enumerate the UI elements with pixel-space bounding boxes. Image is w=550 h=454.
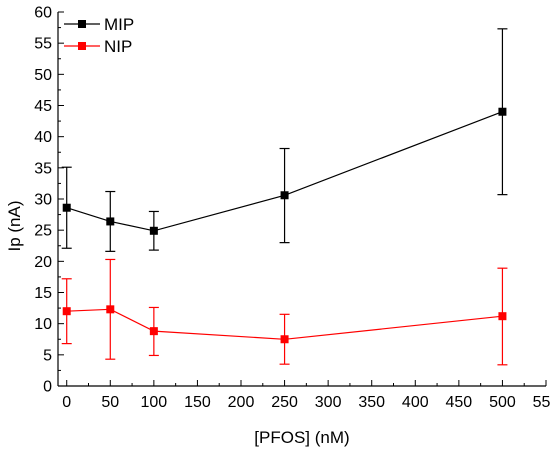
legend-label: MIP — [104, 15, 134, 34]
y-tick-label: 10 — [34, 316, 52, 333]
y-tick-label: 25 — [34, 223, 52, 240]
x-tick-label: 100 — [141, 394, 168, 411]
y-tick-label: 35 — [34, 160, 52, 177]
legend-marker — [78, 42, 86, 50]
legend-item-nip: NIP — [64, 37, 132, 56]
data-point — [498, 312, 507, 321]
data-point — [280, 191, 289, 200]
x-tick-label: 150 — [184, 394, 211, 411]
y-tick-label: 55 — [34, 36, 52, 53]
x-tick-label: 50 — [101, 394, 119, 411]
legend: MIP NIP — [64, 15, 134, 56]
x-tick-label: 300 — [315, 394, 342, 411]
y-tick-label: 0 — [43, 379, 52, 396]
x-tick-label: 450 — [446, 394, 473, 411]
x-tick-label: 400 — [402, 394, 429, 411]
series-nip — [61, 258, 508, 366]
x-axis: 0 50 100 150 200 250 300 350 400 450 500 550 — [62, 380, 550, 411]
x-axis-title: [PFOS] (nM) — [254, 428, 349, 447]
x-tick-label: 500 — [489, 394, 516, 411]
data-point — [149, 327, 158, 336]
x-tick-label: 250 — [271, 394, 298, 411]
x-tick-label: 0 — [62, 394, 71, 411]
legend-label: NIP — [104, 37, 132, 56]
series-layer — [61, 28, 508, 366]
data-point — [498, 107, 507, 116]
x-tick-label: 550 — [533, 394, 550, 411]
legend-item-mip: MIP — [64, 15, 134, 34]
series-mip — [61, 28, 508, 252]
plot-frame — [57, 12, 546, 387]
y-tick-label: 30 — [34, 192, 52, 209]
y-axis-title: Ip (nA) — [5, 200, 24, 251]
y-tick-label: 60 — [34, 5, 52, 22]
y-axis: 0 5 10 15 20 25 30 35 40 45 50 55 60 — [34, 5, 64, 396]
x-tick-label: 350 — [358, 394, 385, 411]
data-point — [106, 305, 115, 314]
y-tick-label: 50 — [34, 67, 52, 84]
data-point — [62, 203, 71, 212]
data-point — [106, 217, 115, 226]
y-tick-label: 45 — [34, 98, 52, 115]
y-tick-label: 5 — [43, 347, 52, 364]
data-point — [62, 307, 71, 316]
x-tick-label: 200 — [228, 394, 255, 411]
data-point — [280, 335, 289, 344]
y-tick-label: 40 — [34, 129, 52, 146]
legend-marker — [78, 20, 86, 28]
y-tick-label: 20 — [34, 254, 52, 271]
y-tick-label: 15 — [34, 285, 52, 302]
data-point — [149, 226, 158, 235]
